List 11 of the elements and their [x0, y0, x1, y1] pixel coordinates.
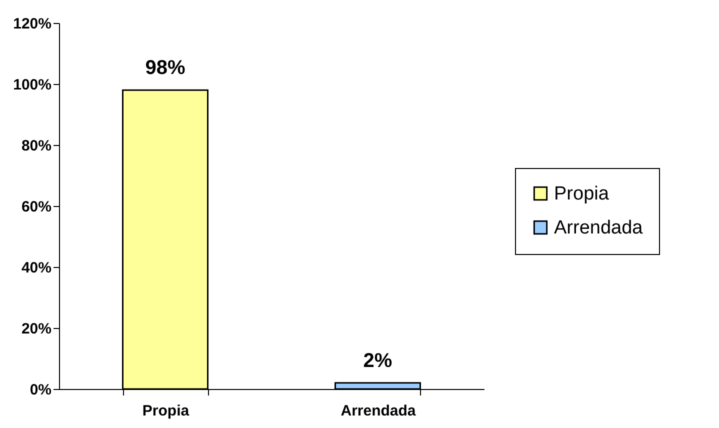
data-label: 98%: [145, 57, 186, 80]
legend-label: Propia: [554, 184, 610, 204]
y-tick-label: 120%: [13, 16, 52, 32]
y-tick-label: 40%: [21, 260, 52, 276]
data-label: 2%: [363, 350, 392, 372]
legend-label: Arrendada: [554, 218, 644, 238]
y-tick-label: 20%: [21, 320, 52, 338]
y-tick-label: 60%: [21, 198, 52, 216]
y-tick-label: 0%: [30, 382, 52, 398]
y-tick-label: 80%: [21, 138, 52, 154]
y-tick-label: 100%: [13, 76, 52, 94]
